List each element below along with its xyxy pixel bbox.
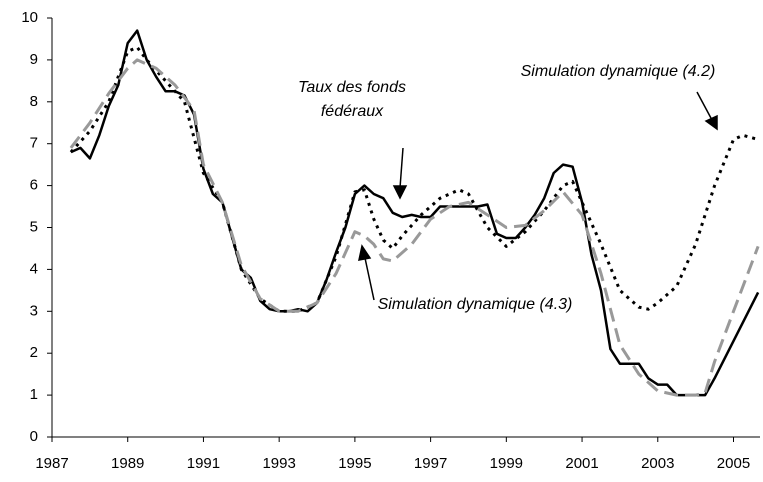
x-tick-label: 2003 <box>641 455 674 472</box>
arrow <box>399 147 404 189</box>
arrow-head <box>704 114 718 131</box>
y-tick-label: 6 <box>30 177 38 194</box>
arrow-head <box>358 244 372 261</box>
arrow <box>364 257 375 301</box>
annotation-arrows <box>358 91 718 301</box>
annotation: fédéraux <box>321 103 384 120</box>
y-tick-label: 4 <box>30 260 38 277</box>
x-tick-label: 1995 <box>338 455 371 472</box>
y-tick-label: 2 <box>30 344 38 361</box>
arrow <box>696 91 713 121</box>
y-tick-label: 0 <box>30 428 38 445</box>
y-tick-label: 9 <box>30 51 38 68</box>
x-tick-label: 1993 <box>262 455 295 472</box>
y-tick-label: 5 <box>30 218 38 235</box>
annotation: Taux des fonds <box>298 79 406 96</box>
y-tick-label: 3 <box>30 302 38 319</box>
y-tick-label: 1 <box>30 386 38 403</box>
series-line <box>69 58 760 397</box>
x-tick-label: 2001 <box>565 455 598 472</box>
x-tick-label: 1997 <box>414 455 447 472</box>
y-tick-label: 10 <box>21 9 38 26</box>
y-tick-label: 8 <box>30 93 38 110</box>
series-line <box>69 45 759 313</box>
y-tick-label: 7 <box>30 135 38 152</box>
x-tick-label: 2005 <box>717 455 750 472</box>
arrow-head <box>392 185 408 200</box>
annotation: Simulation dynamique (4.3) <box>378 296 573 313</box>
x-tick-label: 1989 <box>111 455 144 472</box>
x-tick-label: 1991 <box>187 455 220 472</box>
x-tick-label: 1999 <box>490 455 523 472</box>
annotation: Simulation dynamique (4.2) <box>521 63 716 80</box>
x-tick-label: 1987 <box>35 455 68 472</box>
series-line <box>70 29 760 397</box>
